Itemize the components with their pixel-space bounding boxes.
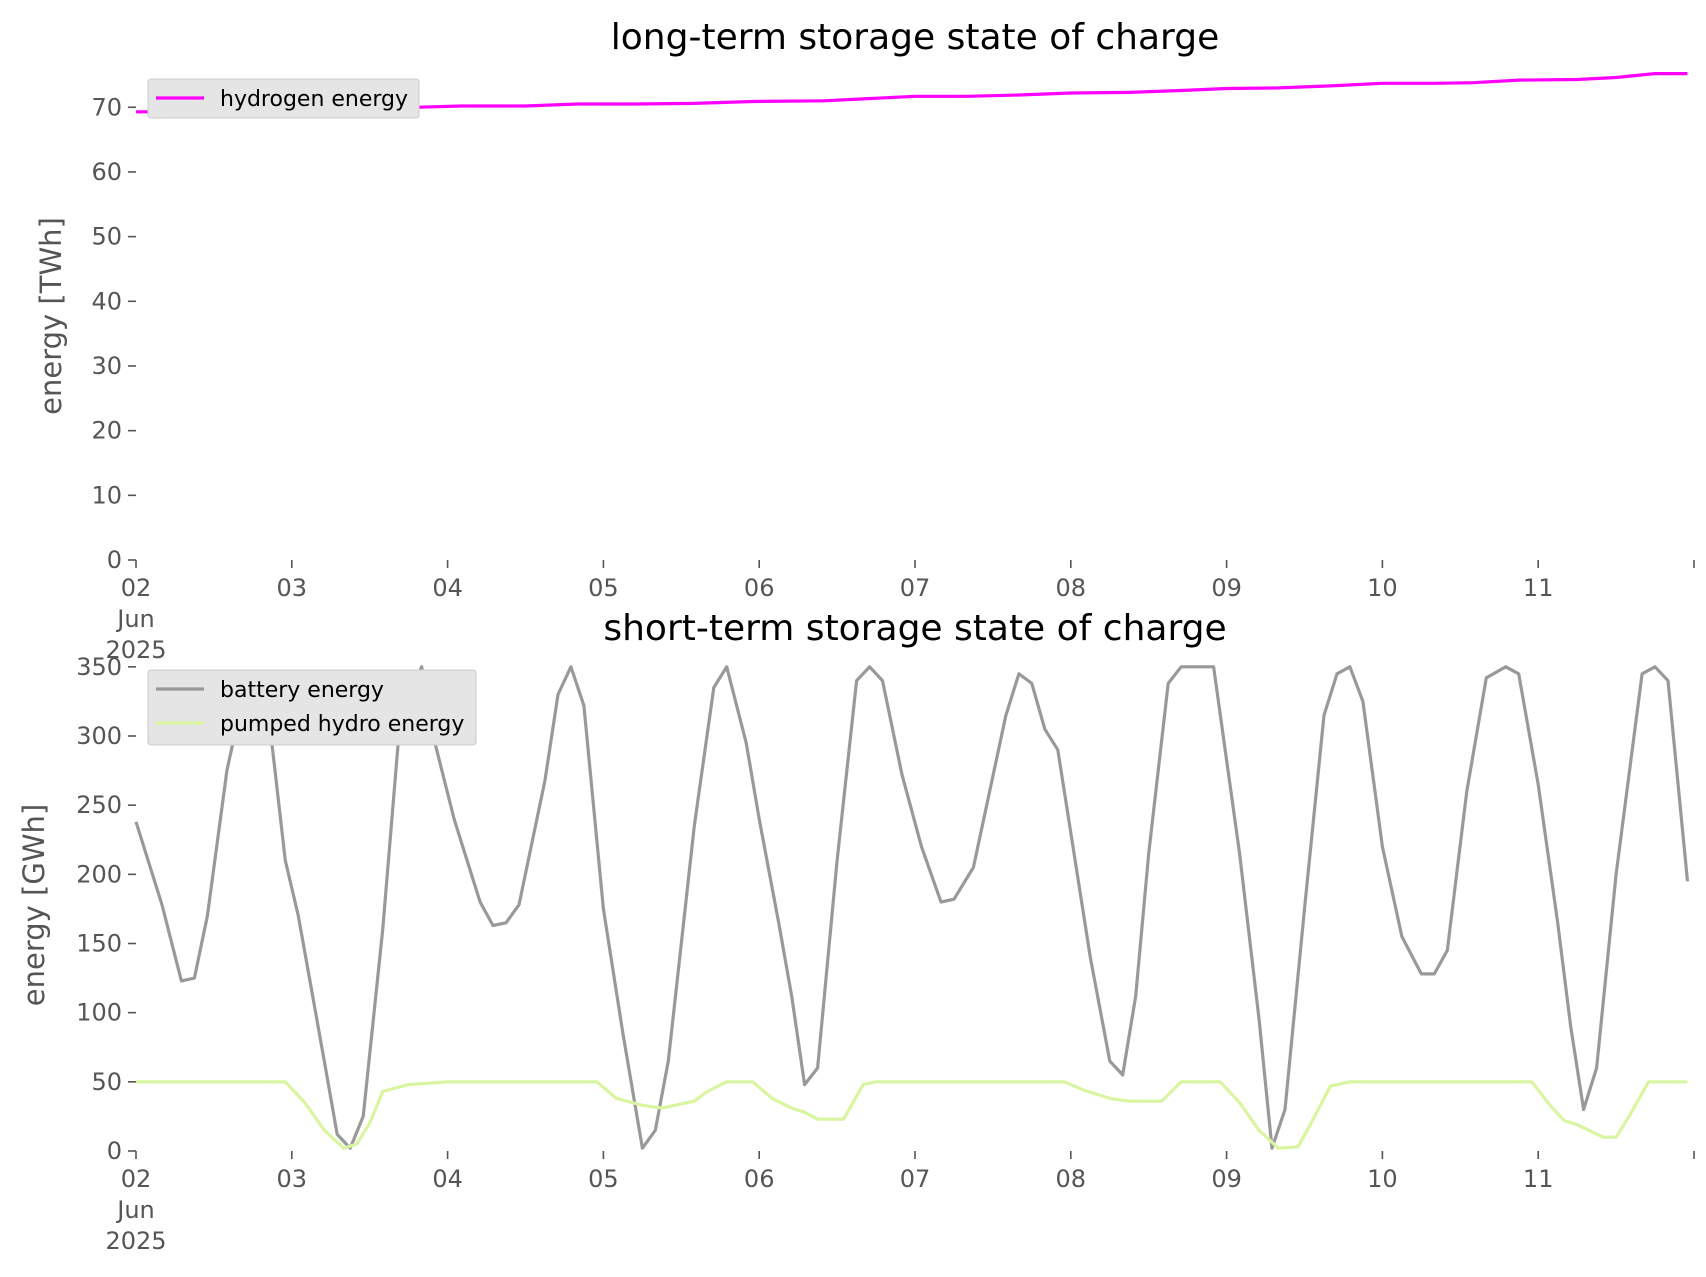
legend: hydrogen energy <box>147 78 420 119</box>
x-tick-label: 05 <box>588 1165 619 1193</box>
x-tick-label: 07 <box>900 1165 931 1193</box>
x-tick-label: 07 <box>900 574 931 602</box>
y-tick-label: 20 <box>91 417 122 445</box>
x-tick-label: 08 <box>1056 574 1087 602</box>
x-tick-label: 05 <box>588 574 619 602</box>
short-term-chart: short-term storage state of charge energ… <box>17 608 1695 1255</box>
x-tick-label: 11 <box>1523 1165 1554 1193</box>
legend: battery energy pumped hydro energy <box>147 669 477 746</box>
x-axis: 02 Jun 2025 03 04 05 06 07 08 09 10 11 <box>105 1151 1695 1255</box>
y-axis-label: energy [TWh] <box>34 217 68 415</box>
y-tick-label: 50 <box>91 1068 122 1096</box>
y-tick-label: 70 <box>91 93 122 121</box>
y-tick-label: 30 <box>91 352 122 380</box>
x-tick-label: 02 <box>121 574 152 602</box>
x-tick-label: 04 <box>432 1165 463 1193</box>
y-tick-label: 40 <box>91 287 122 315</box>
x-tick-label: 10 <box>1367 574 1398 602</box>
x-axis: 02 Jun 2025 03 04 05 06 07 08 09 10 11 <box>105 560 1695 664</box>
x-tick-label: 04 <box>432 574 463 602</box>
legend-label-battery: battery energy <box>220 678 384 703</box>
x-tick-label: 11 <box>1523 574 1554 602</box>
legend-label-pumped-hydro: pumped hydro energy <box>220 712 464 737</box>
legend-label-hydrogen: hydrogen energy <box>220 87 408 112</box>
x-tick-label: 06 <box>744 574 775 602</box>
y-tick-label: 300 <box>76 722 122 750</box>
x-tick-label: Jun <box>115 1196 155 1224</box>
y-tick-label: 60 <box>91 158 122 186</box>
x-tick-label: 06 <box>744 1165 775 1193</box>
x-tick-label: 10 <box>1367 1165 1398 1193</box>
y-tick-label: 150 <box>76 930 122 958</box>
y-tick-label: 100 <box>76 999 122 1027</box>
x-tick-label: Jun <box>115 605 155 633</box>
y-tick-label: 10 <box>91 481 122 509</box>
y-tick-label: 50 <box>91 223 122 251</box>
x-tick-label: 03 <box>277 1165 308 1193</box>
x-tick-label: 2025 <box>105 1227 166 1255</box>
y-axis-label: energy [GWh] <box>17 804 51 1006</box>
x-tick-label: 09 <box>1211 574 1242 602</box>
x-tick-label: 02 <box>121 1165 152 1193</box>
series-line <box>136 1080 1688 1150</box>
x-tick-label: 09 <box>1211 1165 1242 1193</box>
legend-box <box>147 669 477 746</box>
x-tick-label: 2025 <box>105 636 166 664</box>
y-tick-label: 350 <box>76 653 122 681</box>
y-axis: 0 50 100 150 200 250 300 350 <box>76 653 136 1165</box>
long-term-chart: long-term storage state of charge energy… <box>34 17 1695 664</box>
chart-title: short-term storage state of charge <box>603 608 1226 649</box>
y-tick-label: 250 <box>76 791 122 819</box>
y-tick-label: 200 <box>76 860 122 888</box>
y-tick-label: 0 <box>107 1137 122 1165</box>
y-tick-label: 0 <box>107 546 122 574</box>
chart-title: long-term storage state of charge <box>611 17 1219 58</box>
legend-box <box>147 78 420 119</box>
y-axis: 0 10 20 30 40 50 60 70 <box>91 93 136 574</box>
x-tick-label: 08 <box>1056 1165 1087 1193</box>
x-tick-label: 03 <box>277 574 308 602</box>
